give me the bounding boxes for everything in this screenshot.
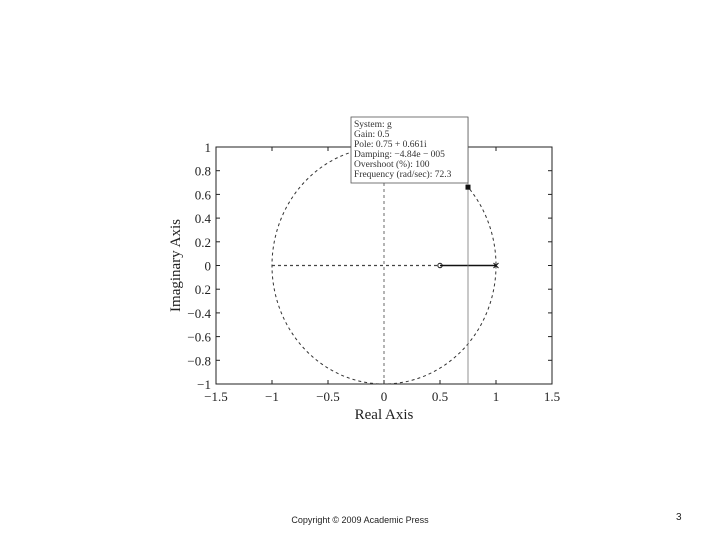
pole-marker-stroke <box>493 262 499 269</box>
datatip-line: System: g <box>354 120 392 130</box>
y-tick-label: 0.2 <box>195 282 211 297</box>
x-tick-label: 1 <box>493 389 500 404</box>
y-tick-label: 0.6 <box>195 187 212 202</box>
y-tick-label: 0.8 <box>195 164 211 179</box>
datatip-box <box>350 116 469 184</box>
x-tick-label: 0 <box>381 389 388 404</box>
datatip-line: Frequency (rad/sec): 72.3 <box>354 169 452 180</box>
zero-marker <box>437 262 443 269</box>
selected-point-marker <box>465 184 471 190</box>
x-tick-label: −1.5 <box>204 389 228 404</box>
x-tick-label: −1 <box>265 389 279 404</box>
y-tick-label: 0.2 <box>195 235 211 250</box>
y-axis-title: Imaginary Axis <box>168 219 184 312</box>
x-tick-label: 1.5 <box>544 389 560 404</box>
y-tick-label: 0.4 <box>195 211 212 226</box>
datatip-line: Overshoot (%): 100 <box>354 159 430 170</box>
x-tick-label: −0.5 <box>316 389 340 404</box>
x-tick-label: 0.5 <box>432 389 448 404</box>
datatip-line: Pole: 0.75 + 0.661i <box>354 140 427 150</box>
datatip-line: Damping: −4.84e − 005 <box>354 150 445 160</box>
y-tick-label: 1 <box>205 140 212 155</box>
y-tick-label: −0.8 <box>187 353 211 368</box>
y-tick-label: 0 <box>205 259 212 274</box>
y-tick-label: −1 <box>197 377 211 392</box>
y-tick-label: −0.4 <box>187 306 211 321</box>
copyright-notice: Copyright © 2009 Academic Press <box>291 515 429 525</box>
y-tick-label: −0.6 <box>187 330 211 345</box>
page-number: 3 <box>676 512 682 523</box>
datatip-line: Gain: 0.5 <box>354 130 390 140</box>
x-axis-title: Real Axis <box>355 407 414 423</box>
